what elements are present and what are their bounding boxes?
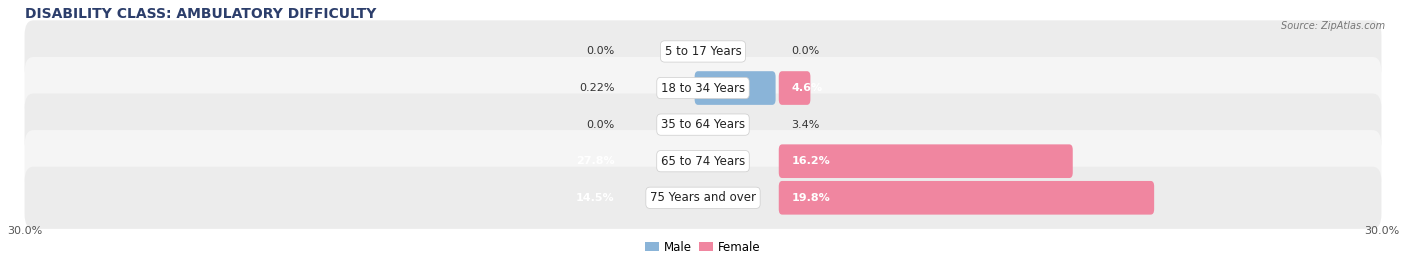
Text: 27.8%: 27.8% bbox=[576, 156, 614, 166]
Text: 0.22%: 0.22% bbox=[579, 83, 614, 93]
FancyBboxPatch shape bbox=[779, 144, 1073, 178]
Text: DISABILITY CLASS: AMBULATORY DIFFICULTY: DISABILITY CLASS: AMBULATORY DIFFICULTY bbox=[24, 7, 375, 21]
Text: 3.4%: 3.4% bbox=[792, 120, 820, 130]
Text: 65 to 74 Years: 65 to 74 Years bbox=[661, 155, 745, 168]
Text: 5 to 17 Years: 5 to 17 Years bbox=[665, 45, 741, 58]
FancyBboxPatch shape bbox=[24, 94, 1382, 156]
FancyBboxPatch shape bbox=[779, 71, 810, 105]
Text: Source: ZipAtlas.com: Source: ZipAtlas.com bbox=[1281, 21, 1385, 31]
Text: 0.0%: 0.0% bbox=[792, 46, 820, 57]
Text: 0.0%: 0.0% bbox=[586, 120, 614, 130]
Text: 4.6%: 4.6% bbox=[792, 83, 823, 93]
Text: 19.8%: 19.8% bbox=[792, 193, 830, 203]
Text: 75 Years and over: 75 Years and over bbox=[650, 191, 756, 204]
FancyBboxPatch shape bbox=[24, 130, 1382, 192]
FancyBboxPatch shape bbox=[24, 20, 1382, 83]
Text: 35 to 64 Years: 35 to 64 Years bbox=[661, 118, 745, 131]
Text: 14.5%: 14.5% bbox=[576, 193, 614, 203]
FancyBboxPatch shape bbox=[695, 71, 776, 105]
Text: 18 to 34 Years: 18 to 34 Years bbox=[661, 81, 745, 95]
FancyBboxPatch shape bbox=[24, 57, 1382, 119]
FancyBboxPatch shape bbox=[24, 167, 1382, 229]
Legend: Male, Female: Male, Female bbox=[641, 236, 765, 258]
FancyBboxPatch shape bbox=[779, 181, 1154, 215]
Text: 16.2%: 16.2% bbox=[792, 156, 830, 166]
Text: 0.0%: 0.0% bbox=[586, 46, 614, 57]
